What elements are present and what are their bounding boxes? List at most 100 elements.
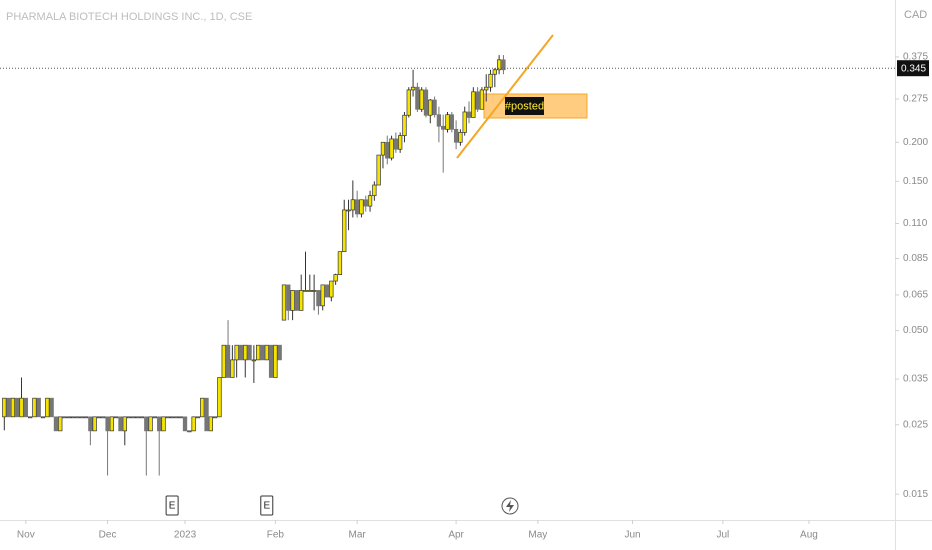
candle-body bbox=[92, 416, 97, 432]
candle-body bbox=[449, 114, 454, 130]
candle-body bbox=[329, 280, 334, 298]
candle-body bbox=[195, 416, 201, 419]
candle-body bbox=[333, 274, 338, 282]
candle-body bbox=[23, 397, 28, 418]
x-tick-label: Feb bbox=[267, 530, 285, 541]
candle-body bbox=[27, 416, 33, 419]
candle-body bbox=[436, 114, 442, 127]
candle-body bbox=[66, 416, 71, 419]
candle-body bbox=[299, 290, 304, 311]
candle-body bbox=[144, 416, 149, 432]
candle-body bbox=[122, 416, 127, 432]
x-tick-label: Nov bbox=[17, 530, 35, 541]
candle-body bbox=[169, 416, 175, 419]
candle-body bbox=[376, 154, 381, 186]
candle-body bbox=[290, 290, 295, 311]
candle-body bbox=[428, 99, 433, 116]
candle-body bbox=[303, 290, 308, 292]
candle-body bbox=[372, 184, 377, 197]
candle-body bbox=[475, 91, 480, 110]
candle-body bbox=[6, 397, 11, 418]
candle-body bbox=[36, 397, 41, 418]
candle-body bbox=[410, 86, 416, 91]
candle-body bbox=[53, 416, 59, 432]
candle-body bbox=[402, 114, 407, 136]
candle-body bbox=[40, 416, 46, 419]
candle-body bbox=[307, 290, 312, 292]
y-tick-label: 0.085 bbox=[903, 253, 928, 264]
x-tick-label: Jun bbox=[624, 530, 640, 541]
x-tick-label: May bbox=[528, 530, 547, 541]
y-tick-label: 0.065 bbox=[903, 290, 928, 301]
candle-body bbox=[182, 416, 188, 432]
candle-body bbox=[316, 290, 321, 307]
candle-body bbox=[432, 99, 437, 116]
candle-body bbox=[225, 344, 231, 378]
candle-body bbox=[492, 69, 497, 75]
y-tick-label: 0.110 bbox=[903, 218, 928, 229]
candle-body bbox=[346, 209, 351, 212]
x-tick-label: Dec bbox=[99, 530, 117, 541]
event-label: E bbox=[263, 501, 270, 512]
candle-body bbox=[286, 284, 291, 311]
candle-body bbox=[212, 416, 218, 419]
y-tick-label: 0.035 bbox=[903, 374, 928, 385]
candle-body bbox=[466, 111, 472, 118]
candle-body bbox=[488, 73, 493, 88]
candle-body bbox=[105, 416, 110, 432]
candle-body bbox=[273, 344, 278, 378]
candle-body bbox=[221, 344, 226, 378]
candle-body bbox=[441, 125, 446, 130]
candle-body bbox=[19, 397, 24, 418]
candle-body bbox=[10, 397, 16, 418]
candle-body bbox=[83, 416, 89, 419]
annotation-label: #posted bbox=[505, 100, 544, 112]
candle-body bbox=[148, 416, 153, 432]
candle-body bbox=[75, 416, 80, 419]
candle-body bbox=[458, 132, 463, 143]
trend-line bbox=[456, 34, 554, 159]
candle-body bbox=[131, 416, 136, 419]
candle-body bbox=[243, 344, 248, 361]
y-tick-label: 0.375 bbox=[903, 52, 928, 63]
candle-body bbox=[165, 416, 170, 419]
candle-body bbox=[256, 344, 261, 361]
candle-body bbox=[208, 416, 213, 432]
x-tick-label: Mar bbox=[349, 530, 367, 541]
candle-body bbox=[496, 59, 502, 71]
candle-body bbox=[268, 344, 274, 378]
candle-body bbox=[238, 344, 244, 361]
candle-body bbox=[393, 138, 399, 150]
x-tick-label: Jul bbox=[716, 530, 729, 541]
candle-body bbox=[342, 209, 347, 253]
chart-title: PHARMALA BIOTECH HOLDINGS INC., 1D, CSE bbox=[6, 11, 252, 23]
candle-body bbox=[157, 416, 162, 432]
candle-body bbox=[234, 344, 239, 361]
event-marker bbox=[165, 495, 179, 516]
candle-body bbox=[277, 344, 282, 361]
candle-body bbox=[367, 195, 373, 207]
candle-body bbox=[126, 416, 132, 419]
candle-body bbox=[32, 397, 37, 418]
annotation-label-bg bbox=[505, 97, 544, 115]
candle-body bbox=[49, 397, 54, 418]
currency-label: CAD bbox=[904, 9, 927, 21]
event-icon bbox=[501, 497, 519, 515]
y-tick-label: 0.025 bbox=[903, 419, 928, 430]
candle-body bbox=[178, 416, 183, 419]
candle-body bbox=[484, 86, 489, 91]
x-tick-label: Aug bbox=[800, 530, 818, 541]
candle-body bbox=[294, 290, 300, 311]
candle-body bbox=[380, 141, 386, 156]
candle-body bbox=[363, 199, 368, 207]
candle-body bbox=[354, 199, 360, 215]
candle-body bbox=[88, 416, 93, 432]
candle-body bbox=[139, 416, 145, 419]
candle-body bbox=[406, 89, 411, 116]
candle-body bbox=[70, 416, 76, 419]
candle-body bbox=[200, 397, 205, 418]
last-price-label: 0.345 bbox=[901, 63, 926, 74]
candle-body bbox=[152, 416, 158, 419]
y-tick-label: 0.275 bbox=[903, 94, 928, 105]
